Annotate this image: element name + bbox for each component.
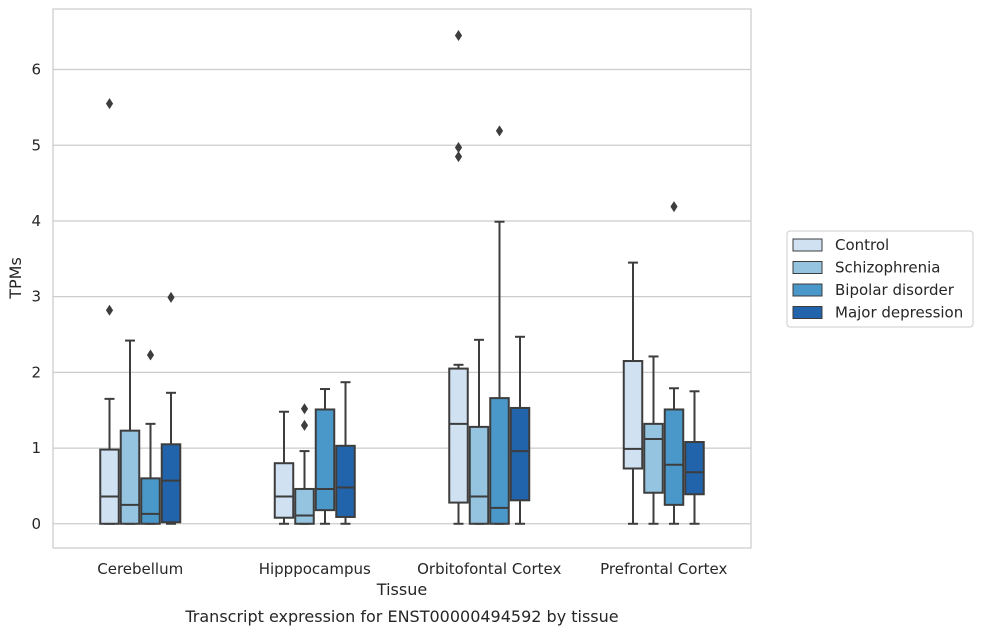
y-tick-label: 0 <box>31 515 41 533</box>
legend: Control Schizophrenia Bipolar disorder Majo… <box>786 230 974 328</box>
legend-label: Schizophrenia <box>835 259 940 277</box>
box-0-2 <box>140 349 161 525</box>
outlier-point <box>454 142 463 154</box>
boxes <box>99 29 705 525</box>
legend-swatch <box>792 238 823 252</box>
box-iqr <box>294 487 315 525</box>
box-iqr <box>509 406 531 502</box>
box-iqr <box>448 367 469 504</box>
box-3-0 <box>622 261 644 525</box>
outlier-point <box>670 201 678 213</box>
outlier-point <box>454 151 463 163</box>
x-tick-label: Cerebellum <box>97 560 183 578</box>
outlier-point <box>495 125 504 137</box>
box-0-1 <box>119 339 141 525</box>
outlier-point <box>300 403 309 415</box>
x-tick-label: Hipppocampus <box>259 560 371 578</box>
box-iqr <box>273 462 295 519</box>
x-tick-label: Orbitofontal Cortex <box>417 560 561 578</box>
y-tick-label: 1 <box>31 439 41 457</box>
box-iqr <box>99 448 120 525</box>
x-tick-labels: Cerebellum Hipppocampus Orbitofontal Corte… <box>97 560 727 578</box>
outlier-point <box>105 304 114 316</box>
legend-frame <box>786 230 974 328</box>
outlier-point <box>167 291 175 303</box>
legend-swatch <box>792 261 823 274</box>
box-2-3 <box>509 335 531 525</box>
y-tick-label: 5 <box>31 136 41 154</box>
box-iqr <box>119 429 141 525</box>
outlier-point <box>454 29 463 41</box>
legend-swatch <box>792 283 823 297</box>
box-iqr <box>335 444 356 518</box>
outlier-point <box>146 349 155 361</box>
box-2-0 <box>448 29 469 525</box>
box-iqr <box>468 425 490 525</box>
box-2-1 <box>468 338 490 525</box>
legend-swatch <box>792 306 823 319</box>
outlier-point <box>300 419 309 431</box>
box-1-3 <box>335 381 356 525</box>
y-axis-label: TPMs <box>6 257 25 300</box>
plot-frame <box>52 8 752 549</box>
y-tick-label: 6 <box>31 61 41 79</box>
x-axis-label: Tissue <box>376 580 427 599</box>
box-iqr <box>314 408 336 512</box>
box-0-3 <box>160 291 182 525</box>
box-iqr <box>643 422 664 494</box>
box-iqr <box>684 441 705 496</box>
box-3-2 <box>663 201 685 525</box>
outlier-point <box>105 98 114 110</box>
box-2-2 <box>489 125 510 525</box>
x-tick-label: Prefrontal Cortex <box>600 560 727 578</box>
box-iqr <box>489 397 510 525</box>
legend-label: Major depression <box>835 304 963 322</box>
legend-label: Bipolar disorder <box>835 281 955 299</box>
box-iqr <box>663 408 685 506</box>
box-iqr <box>160 443 182 524</box>
y-tick-labels: 0 1 2 3 4 5 6 <box>31 61 41 533</box>
y-tick-label: 2 <box>31 363 41 381</box>
y-tick-label: 3 <box>31 288 41 306</box>
box-1-1 <box>294 403 315 525</box>
box-3-3 <box>684 390 705 525</box>
chart-caption: Transcript expression for ENST0000049459… <box>184 607 618 626</box>
box-iqr <box>622 360 644 470</box>
box-1-2 <box>314 388 336 525</box>
box-3-1 <box>643 355 664 525</box>
box-iqr <box>140 477 161 525</box>
y-tick-label: 4 <box>31 212 41 230</box>
box-1-0 <box>273 410 295 525</box>
box-0-0 <box>99 98 120 525</box>
legend-label: Control <box>835 236 889 254</box>
